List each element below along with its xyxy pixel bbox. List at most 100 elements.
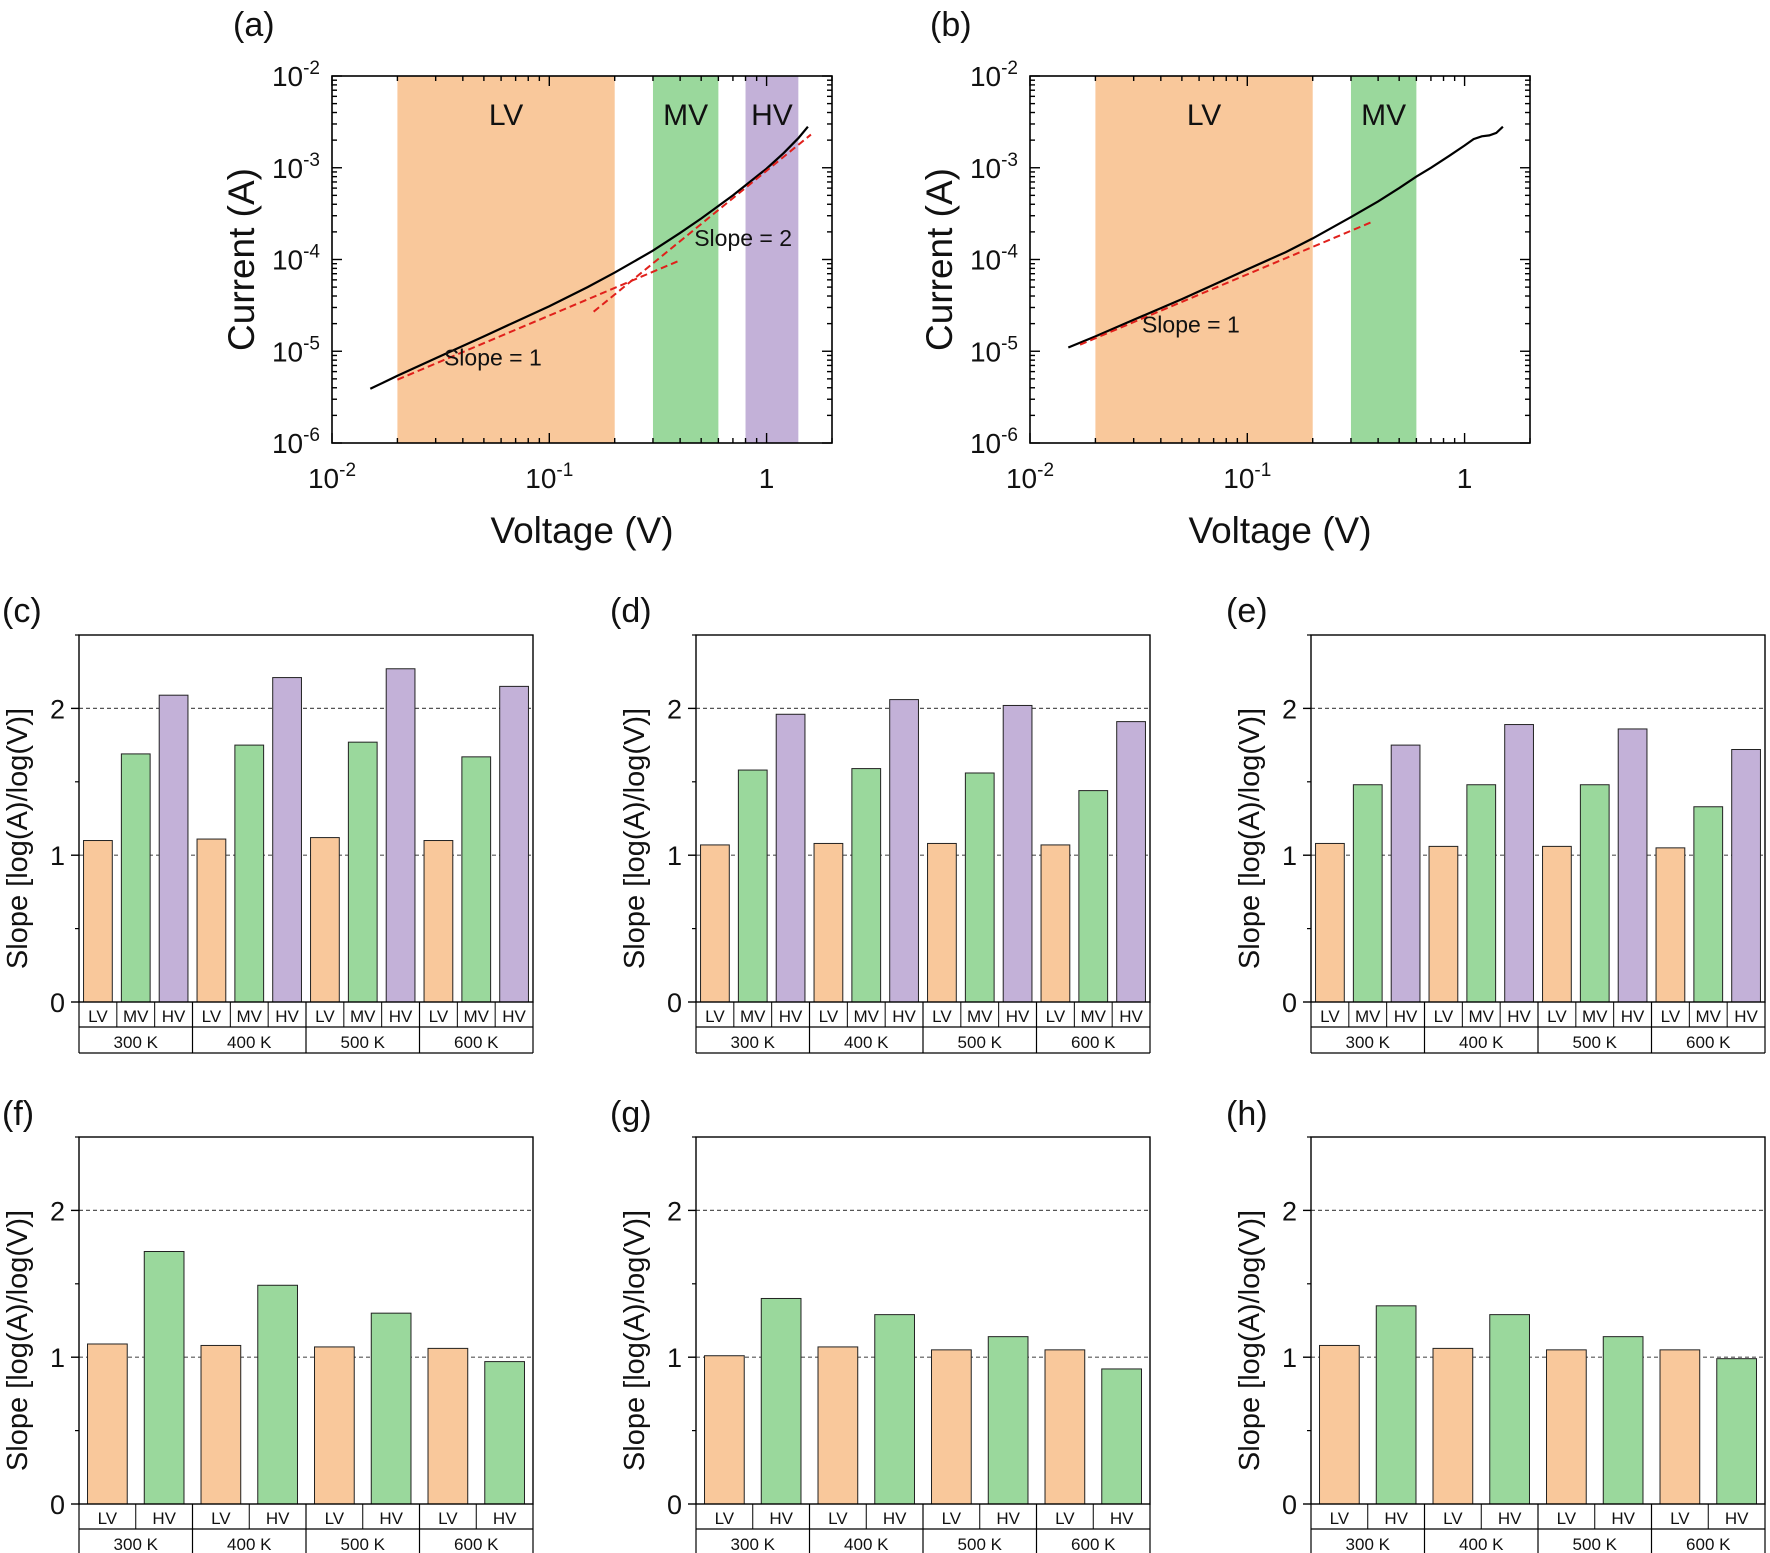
series-label-hv: HV bbox=[883, 1509, 907, 1528]
series-label-hv: HV bbox=[769, 1509, 793, 1528]
panel-label: (h) bbox=[1226, 1095, 1268, 1133]
y-tick-label: 0 bbox=[50, 1490, 65, 1520]
y-tick-label: 1 bbox=[667, 841, 682, 871]
series-label-mv: MV bbox=[1582, 1007, 1608, 1026]
bar-hv bbox=[1504, 724, 1534, 1003]
y-tick-label: 2 bbox=[1282, 1196, 1297, 1226]
series-label-mv: MV bbox=[1696, 1007, 1722, 1026]
bar-lv bbox=[1315, 842, 1345, 1003]
series-label-lv: LV bbox=[1055, 1509, 1075, 1528]
bar-hv bbox=[1489, 1314, 1530, 1505]
series-label-lv: LV bbox=[211, 1509, 231, 1528]
y-tick-label: 10-6 bbox=[970, 425, 1018, 459]
y-axis-title: Slope [log(A)/log(V)] bbox=[619, 708, 651, 969]
bar-lv bbox=[817, 1346, 859, 1505]
y-tick-label: 10-3 bbox=[272, 150, 320, 184]
bar-lv bbox=[927, 842, 957, 1003]
x-axis-title: Voltage (V) bbox=[490, 510, 673, 551]
y-tick-exp: -2 bbox=[1001, 58, 1018, 79]
x-axis-title: Voltage (V) bbox=[1188, 510, 1371, 551]
series-label-hv: HV bbox=[502, 1007, 526, 1026]
y-axis-title: Slope [log(A)/log(V)] bbox=[2, 1210, 34, 1471]
bar-lv bbox=[700, 844, 730, 1003]
series-label-lv: LV bbox=[932, 1007, 952, 1026]
region-label-hv: HV bbox=[751, 99, 793, 132]
series-label-mv: MV bbox=[350, 1007, 376, 1026]
y-tick-base: 10 bbox=[970, 153, 1001, 184]
bar-lv bbox=[310, 837, 340, 1003]
bar-lv bbox=[196, 838, 227, 1003]
y-axis-title: Current (A) bbox=[221, 168, 262, 351]
series-label-hv: HV bbox=[152, 1509, 176, 1528]
bar-hv bbox=[987, 1336, 1029, 1505]
series-label-mv: MV bbox=[123, 1007, 149, 1026]
category-label: 500 K bbox=[1573, 1535, 1618, 1553]
category-label: 600 K bbox=[454, 1033, 499, 1052]
series-label-hv: HV bbox=[1725, 1509, 1749, 1528]
y-tick-base: 10 bbox=[272, 245, 303, 276]
bar-lv bbox=[87, 1343, 128, 1505]
x-tick-base: 1 bbox=[1457, 463, 1473, 494]
bar-mv bbox=[234, 744, 265, 1003]
x-tick-exp: -2 bbox=[339, 460, 356, 481]
y-tick-exp: -6 bbox=[303, 425, 320, 446]
category-label: 600 K bbox=[1686, 1033, 1731, 1052]
region-mv bbox=[652, 76, 719, 443]
bar-lv bbox=[1040, 844, 1071, 1003]
y-tick-exp: -3 bbox=[1001, 150, 1018, 171]
series-label-hv: HV bbox=[266, 1509, 290, 1528]
series-label-hv: HV bbox=[892, 1007, 916, 1026]
series-label-mv: MV bbox=[854, 1007, 880, 1026]
y-tick-base: 10 bbox=[970, 428, 1001, 459]
category-label: 500 K bbox=[341, 1033, 386, 1052]
y-tick-label: 2 bbox=[1282, 694, 1297, 724]
y-tick-label: 10-5 bbox=[272, 333, 320, 367]
y-tick-label: 2 bbox=[667, 1196, 682, 1226]
panel-label: (g) bbox=[610, 1095, 652, 1133]
bar-lv bbox=[1319, 1344, 1360, 1505]
bar-hv bbox=[385, 668, 416, 1003]
y-tick-exp: -4 bbox=[303, 242, 320, 263]
bar-hv bbox=[370, 1312, 412, 1505]
category-label: 400 K bbox=[1459, 1033, 1504, 1052]
panel-g: (g) LV HV 300 K LV HV 400 K LV HV 500 K LV HV 600 K 0… bbox=[610, 1095, 1151, 1553]
category-label: 300 K bbox=[1346, 1535, 1391, 1553]
x-tick-base: 1 bbox=[759, 463, 775, 494]
series-label-mv: MV bbox=[1469, 1007, 1495, 1026]
bar-lv bbox=[931, 1349, 972, 1505]
bar-lv bbox=[1659, 1349, 1701, 1505]
y-axis-title: Slope [log(A)/log(V)] bbox=[1234, 1210, 1266, 1471]
series-label-hv: HV bbox=[1498, 1509, 1522, 1528]
y-tick-label: 1 bbox=[667, 1343, 682, 1373]
slope-annotation: Slope = 1 bbox=[444, 344, 542, 370]
series-label-lv: LV bbox=[942, 1509, 962, 1528]
series-label-lv: LV bbox=[325, 1509, 345, 1528]
panel-label: (f) bbox=[2, 1095, 34, 1133]
series-label-lv: LV bbox=[715, 1509, 735, 1528]
x-tick-exp: -1 bbox=[1254, 460, 1271, 481]
bar-hv bbox=[1002, 704, 1033, 1003]
region-lv bbox=[1095, 76, 1313, 443]
category-label: 300 K bbox=[114, 1535, 159, 1553]
series-label-hv: HV bbox=[1394, 1007, 1418, 1026]
x-tick-base: 10 bbox=[308, 463, 339, 494]
bar-mv bbox=[737, 769, 768, 1003]
y-tick-label: 10-5 bbox=[970, 333, 1018, 367]
x-tick-exp: -1 bbox=[556, 460, 573, 481]
region-lv bbox=[397, 76, 615, 443]
series-label-lv: LV bbox=[315, 1007, 335, 1026]
y-tick-label: 10-2 bbox=[272, 58, 320, 92]
region-hv bbox=[745, 76, 799, 443]
series-label-mv: MV bbox=[464, 1007, 490, 1026]
x-tick-label: 10-2 bbox=[308, 460, 356, 494]
series-label-hv: HV bbox=[1507, 1007, 1531, 1026]
plot-frame bbox=[695, 634, 1151, 1003]
category-label: 500 K bbox=[1573, 1033, 1618, 1052]
plot-frame bbox=[1310, 1136, 1766, 1505]
bar-lv bbox=[1428, 845, 1459, 1003]
series-label-hv: HV bbox=[1384, 1509, 1408, 1528]
x-tick-base: 10 bbox=[1006, 463, 1037, 494]
category-label: 600 K bbox=[1071, 1033, 1116, 1052]
